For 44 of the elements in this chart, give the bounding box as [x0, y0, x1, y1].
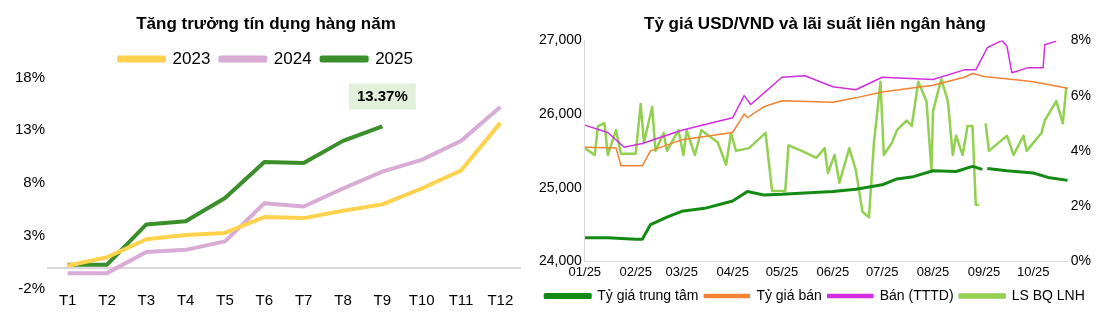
legend-label: Tỷ giá bán: [756, 286, 822, 303]
x-tick-label: T4: [176, 291, 195, 309]
x-tick-label: 07/25: [865, 263, 899, 279]
x-tick-label: T8: [334, 291, 352, 309]
chart-title: Tăng trưởng tín dụng hàng năm: [136, 13, 396, 33]
x-tick-label: 09/25: [967, 263, 1001, 279]
y2-tick-label: 4%: [1070, 141, 1091, 158]
x-tick-label: T6: [255, 291, 274, 309]
y-tick-label: 8%: [23, 173, 46, 191]
y-tick-label: 27,000: [538, 31, 583, 48]
legend-label: 2025: [375, 48, 413, 68]
y-tick-label: -2%: [18, 279, 46, 297]
legend-label: 2024: [273, 48, 312, 68]
y2-tick-label: 0%: [1070, 252, 1091, 269]
x-tick-label: 05/25: [765, 263, 799, 279]
x-tick-label: T9: [373, 291, 392, 309]
x-tick-label: T3: [137, 291, 156, 309]
x-tick-label: T5: [216, 291, 234, 309]
x-tick-label: T12: [487, 291, 514, 309]
chart-title: Tỷ giá USD/VND và lãi suất liên ngân hàng: [644, 13, 986, 33]
legend-label: LS BQ LNH: [1011, 286, 1085, 303]
x-tick-label: 02/25: [619, 263, 653, 279]
x-tick-label: 06/25: [816, 263, 850, 279]
x-tick-label: T10: [408, 291, 435, 309]
x-tick-label: 10/25: [1017, 263, 1050, 279]
x-tick-label: 08/25: [916, 263, 950, 279]
x-tick-label: T2: [98, 291, 116, 309]
y2-tick-label: 6%: [1070, 86, 1091, 103]
legend-label: Bán (TTTD): [879, 286, 954, 303]
y-tick-label: 18%: [14, 67, 46, 85]
y-tick-label: 25,000: [538, 178, 583, 195]
y-tick-label: 3%: [23, 226, 46, 244]
y-tick-label: 26,000: [538, 104, 583, 121]
x-tick-label: T7: [294, 291, 313, 309]
x-tick-label: 04/25: [716, 263, 749, 279]
x-tick-label: 03/25: [665, 263, 699, 279]
y2-tick-label: 2%: [1070, 197, 1091, 214]
y2-tick-label: 8%: [1070, 31, 1091, 48]
legend-label: Tỷ giá trung tâm: [597, 286, 699, 303]
y-tick-label: 13%: [14, 120, 46, 138]
x-tick-label: T1: [58, 291, 77, 309]
legend-label: 2023: [172, 48, 211, 68]
x-tick-label: T11: [448, 291, 474, 309]
annotation: 13.37%: [356, 86, 408, 104]
